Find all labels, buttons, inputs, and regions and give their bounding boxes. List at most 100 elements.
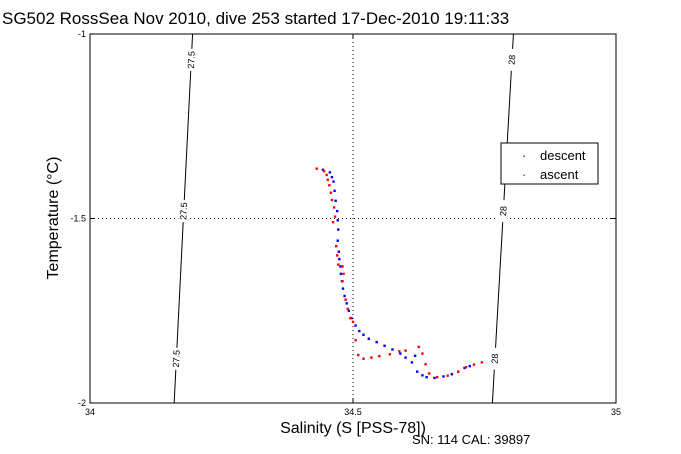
ascent-point (325, 173, 328, 177)
ascent-point (336, 254, 339, 257)
descent-point (336, 209, 339, 213)
x-tick-label: 35 (611, 407, 621, 417)
ascent-point (332, 206, 336, 209)
ascent-point (322, 170, 326, 173)
descent-point (399, 352, 402, 355)
y-tick-label: -1.5 (70, 214, 86, 224)
descent-point (404, 356, 407, 359)
descent-point (332, 180, 335, 183)
ascent-point (480, 361, 484, 364)
y-axis-label: Temperature (°C) (45, 157, 62, 280)
descent-point (391, 348, 394, 351)
ascent-point (404, 349, 407, 352)
descent-point (442, 375, 445, 378)
isopycnal-label: 28 (507, 55, 518, 66)
ascent-point (337, 263, 340, 266)
y-tick-label: -1 (78, 29, 86, 39)
ascent-point (457, 370, 460, 373)
descent-point (338, 257, 341, 261)
descent-point (321, 168, 325, 171)
ascent-point (328, 184, 331, 187)
ascent-point (357, 353, 360, 357)
ascent-point (344, 298, 347, 301)
descent-point (421, 374, 424, 377)
x-tick-label: 34.5 (344, 407, 362, 417)
isopycnal-label: 27.5 (171, 350, 182, 368)
descent-point (410, 361, 414, 364)
ascent-point (417, 345, 420, 349)
ascent-point (329, 191, 333, 194)
descent-point (337, 250, 340, 253)
ascent-point (326, 178, 329, 181)
descent-point (345, 302, 348, 305)
ascent-point (341, 280, 344, 283)
ascent-point (351, 320, 355, 324)
isopycnal-label: 28 (498, 206, 509, 217)
ascent-point (346, 307, 349, 311)
axis-ticks: 34 34.5 35 -1 -1.5 -2 (70, 29, 621, 417)
ascent-point (342, 272, 345, 276)
descent-point (367, 337, 370, 340)
isopycnal-label: 27.5 (178, 202, 189, 220)
ascent-point (333, 215, 337, 218)
descent-point (362, 333, 365, 336)
legend-box (500, 142, 599, 185)
descent-point (337, 228, 340, 231)
descent-point (358, 329, 361, 333)
isopycnal-label-bg (178, 199, 190, 223)
descent-point (415, 370, 419, 373)
descent-point (450, 373, 454, 376)
ascent-point (472, 363, 476, 366)
descent-point (347, 309, 350, 312)
ascent-point (435, 375, 439, 379)
descent-point (328, 171, 332, 174)
legend-ascent-marker: · (522, 167, 526, 182)
ascent-point (428, 372, 431, 375)
ascent-point (354, 339, 357, 342)
ascent-point (341, 265, 344, 268)
x-axis-label: Salinity (S [PSS-78]) (280, 420, 426, 437)
descent-point (341, 287, 345, 290)
data-points (315, 167, 484, 380)
descent-point (333, 189, 336, 193)
isopycnal-label-bg (497, 199, 509, 223)
footer-calibration: SN: 114 CAL: 39897 (412, 432, 530, 447)
descent-point (425, 375, 428, 379)
ascent-point (315, 167, 318, 170)
descent-point (383, 344, 386, 348)
isopycnal-lines: 27.5 27.5 27.5 28 28 28 (170, 33, 518, 404)
descent-point (339, 265, 342, 268)
ascent-point (331, 220, 335, 224)
ascent-point (349, 316, 352, 320)
descent-point (343, 294, 346, 298)
legend-descent-marker: · (522, 148, 526, 163)
legend-ascent-label: ascent (540, 167, 579, 182)
isopycnal-label-bg (185, 48, 197, 72)
chart-title: SG502 RossSea Nov 2010, dive 253 started… (2, 9, 509, 28)
descent-point (336, 219, 339, 222)
legend: · descent · ascent (500, 142, 599, 185)
isopycnal-label: 28 (490, 353, 501, 364)
ascent-point (378, 354, 381, 358)
ascent-point (370, 356, 373, 359)
descent-point (468, 364, 471, 368)
ascent-point (398, 350, 401, 353)
ascent-point (334, 244, 338, 248)
descent-point (330, 175, 334, 179)
descent-point (463, 366, 466, 370)
isopycnal-label-bg (170, 347, 182, 370)
x-tick-label: 34 (85, 407, 95, 417)
descent-point (375, 340, 378, 344)
ascent-point (464, 366, 468, 369)
ascent-point (424, 363, 427, 366)
ascent-point (362, 357, 365, 360)
ascent-point (421, 352, 424, 355)
descent-point (336, 239, 339, 242)
grid-lines (90, 34, 616, 403)
ascent-point (446, 374, 449, 377)
isopycnal-label-bg (489, 347, 501, 370)
descent-point (413, 354, 417, 357)
descent-point (354, 324, 357, 327)
ascent-point (388, 353, 392, 356)
